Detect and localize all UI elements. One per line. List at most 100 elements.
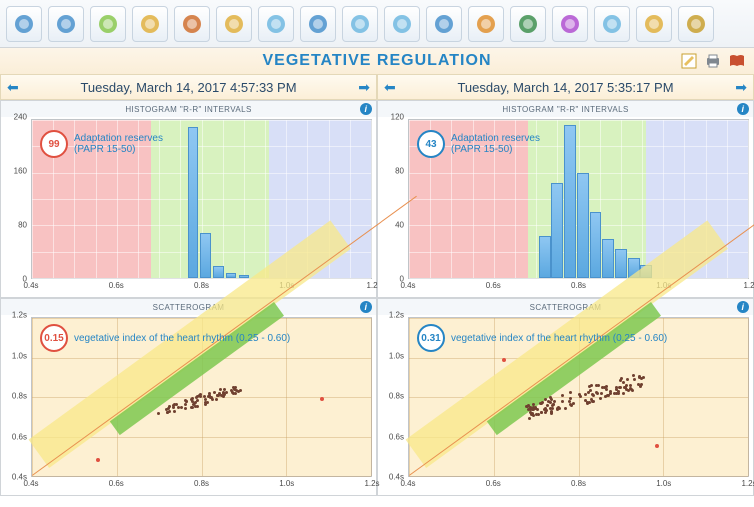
info-icon[interactable]: i <box>737 103 749 115</box>
x-tick: 0.6s <box>109 281 124 290</box>
timestamp-row: ⬅ Tuesday, March 14, 2017 4:57:33 PM ➡ ⬅… <box>0 74 754 100</box>
print-icon[interactable] <box>704 52 722 70</box>
scatter-right-head: SCATTEROGRAM i <box>378 299 753 315</box>
histogram-right-head: HISTOGRAM "R-R" INTERVALS i <box>378 101 753 117</box>
section-title: VEGETATIVE REGULATION <box>262 52 491 70</box>
timestamp-left: ⬅ Tuesday, March 14, 2017 4:57:33 PM ➡ <box>0 74 377 100</box>
histogram-bar <box>615 249 627 278</box>
scatter-point <box>213 391 216 394</box>
next-right-button[interactable]: ➡ <box>735 79 747 96</box>
tool-gem-button[interactable] <box>552 6 588 42</box>
x-tick: 1.0s <box>279 479 294 488</box>
prev-left-button[interactable]: ⬅ <box>7 79 19 96</box>
scatter-point <box>549 407 552 410</box>
scatter-point <box>196 405 199 408</box>
scatter-right-chart: 0.4s0.6s0.8s1.0s1.2s0.31vegetative index… <box>378 315 753 495</box>
y-tick: 80 <box>395 167 404 176</box>
x-tick: 0.6s <box>486 479 501 488</box>
tool-spiral-button[interactable] <box>678 6 714 42</box>
main-toolbar <box>0 0 754 48</box>
timestamp-right-text: Tuesday, March 14, 2017 5:35:17 PM <box>396 80 736 95</box>
x-tick: 0.8s <box>194 479 209 488</box>
scatter-point <box>185 400 188 403</box>
y-tick: 1.0s <box>389 351 404 360</box>
scatter-point <box>587 391 590 394</box>
histogram-bar <box>226 273 237 278</box>
scatter-point <box>540 411 543 414</box>
x-tick: 1.2s <box>741 479 754 488</box>
next-left-button[interactable]: ➡ <box>358 79 370 96</box>
scatter-point <box>550 398 553 401</box>
scatter-left-cell: SCATTEROGRAM i 0.4s0.6s0.8s1.0s1.2s0.15v… <box>0 298 377 496</box>
x-tick: 0.4s <box>23 479 38 488</box>
scatter-point <box>184 403 187 406</box>
tool-circle-green-button[interactable] <box>90 6 126 42</box>
scatter-point <box>544 407 547 410</box>
timestamp-right: ⬅ Tuesday, March 14, 2017 5:35:17 PM ➡ <box>377 74 754 100</box>
tool-pulse-button[interactable] <box>6 6 42 42</box>
x-tick: 0.8s <box>194 281 209 290</box>
histogram-bar <box>213 266 224 278</box>
tool-wave-a-button[interactable] <box>342 6 378 42</box>
scatter-point <box>561 400 564 403</box>
tool-chart-button[interactable] <box>636 6 672 42</box>
histogram-bar <box>239 275 250 278</box>
histogram-left-head: HISTOGRAM "R-R" INTERVALS i <box>1 101 376 117</box>
scatter-outlier <box>502 358 506 362</box>
y-tick: 0.8s <box>389 392 404 401</box>
edit-icon[interactable] <box>680 52 698 70</box>
scatter-point <box>203 395 206 398</box>
tool-bars-button[interactable] <box>216 6 252 42</box>
tool-brain-button[interactable] <box>174 6 210 42</box>
prev-right-button[interactable]: ⬅ <box>384 79 396 96</box>
scatter-point <box>536 408 539 411</box>
tool-scatter-button[interactable] <box>48 6 84 42</box>
chart-grid: HISTOGRAM "R-R" INTERVALS i 08016024099A… <box>0 100 754 496</box>
tool-head-button[interactable] <box>426 6 462 42</box>
histogram-bar <box>551 183 563 278</box>
tool-wave-c-button[interactable] <box>594 6 630 42</box>
vegetative-index-badge: 0.15vegetative index of the heart rhythm… <box>40 324 290 352</box>
scatter-point <box>529 408 532 411</box>
y-tick: 0.6s <box>12 432 27 441</box>
y-tick: 160 <box>14 167 27 176</box>
y-tick: 0.6s <box>389 432 404 441</box>
tool-wave-b-button[interactable] <box>384 6 420 42</box>
histogram-bar <box>539 236 551 278</box>
x-tick: 0.4s <box>400 479 415 488</box>
tool-stack-button[interactable] <box>258 6 294 42</box>
histogram-bar <box>602 239 614 279</box>
y-tick: 1.0s <box>12 351 27 360</box>
tool-mandala-button[interactable] <box>468 6 504 42</box>
scatter-point <box>631 389 634 392</box>
x-tick: 0.6s <box>109 479 124 488</box>
scatter-right-cell: SCATTEROGRAM i 0.4s0.6s0.8s1.0s1.2s0.31v… <box>377 298 754 496</box>
tool-monitor-button[interactable] <box>300 6 336 42</box>
x-tick: 0.8s <box>571 479 586 488</box>
histogram-right-title: HISTOGRAM "R-R" INTERVALS <box>502 105 628 114</box>
tool-hex-button[interactable] <box>132 6 168 42</box>
scatter-point <box>570 404 573 407</box>
scatter-point <box>196 395 199 398</box>
tool-yinyang-button[interactable] <box>510 6 546 42</box>
info-icon[interactable]: i <box>737 301 749 313</box>
x-tick: 1.2 <box>366 281 377 290</box>
y-tick: 40 <box>395 221 404 230</box>
x-tick: 0.4s <box>400 281 415 290</box>
y-tick: 1.2s <box>12 311 27 320</box>
y-tick: 0.8s <box>12 392 27 401</box>
help-book-icon[interactable] <box>728 52 746 70</box>
histogram-bar <box>564 125 576 278</box>
info-icon[interactable]: i <box>360 103 372 115</box>
scatter-point <box>561 394 564 397</box>
scatter-point <box>607 394 610 397</box>
x-tick: 0.8s <box>571 281 586 290</box>
scatter-left-chart: 0.4s0.6s0.8s1.0s1.2s0.15vegetative index… <box>1 315 376 495</box>
adaptation-badge: 99Adaptation reserves(PAPR 15-50) <box>40 130 163 158</box>
info-icon[interactable]: i <box>360 301 372 313</box>
histogram-bar <box>590 212 602 278</box>
scatter-point <box>216 394 219 397</box>
scatter-point <box>600 392 603 395</box>
scatter-point <box>190 406 193 409</box>
scatter-point <box>191 397 194 400</box>
